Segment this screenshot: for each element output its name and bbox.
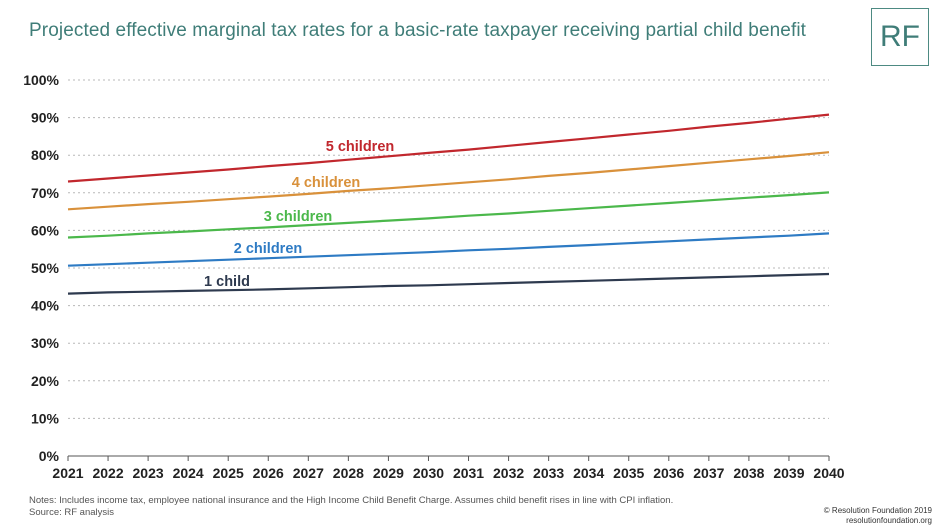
series-label: 5 children xyxy=(326,139,395,155)
y-tick-label: 80% xyxy=(31,147,60,163)
x-tick-label: 2026 xyxy=(253,465,284,481)
x-tick-label: 2034 xyxy=(573,465,604,481)
y-tick-label: 60% xyxy=(31,222,60,238)
website-line: resolutionfoundation.org xyxy=(846,516,932,525)
line-chart: 0%10%20%30%40%50%60%70%80%90%100% 2021 20… xyxy=(23,72,845,481)
x-tick-labels: 2021 2022 2023 2024 2025 2026 2027 2028 2029 2030… xyxy=(52,465,844,481)
grid-lines xyxy=(68,79,829,419)
x-tick-label: 2029 xyxy=(373,465,404,481)
y-tick-label: 30% xyxy=(31,335,60,351)
y-tick-label: 20% xyxy=(31,373,60,389)
x-tick-label: 2024 xyxy=(173,465,204,481)
series-line xyxy=(67,191,830,239)
x-tick-label: 2038 xyxy=(733,465,764,481)
series-label: 3 children xyxy=(264,209,333,225)
y-tick-label: 70% xyxy=(31,185,60,201)
series-label: 4 children xyxy=(292,175,361,191)
rf-logo: RF xyxy=(871,8,929,66)
x-tick-label: 2025 xyxy=(213,465,244,481)
x-tick-label: 2021 xyxy=(52,465,83,481)
x-tick-label: 2033 xyxy=(533,465,564,481)
x-tick-label: 2037 xyxy=(693,465,724,481)
series-label: 1 child xyxy=(204,274,250,290)
y-tick-label: 0% xyxy=(39,448,60,464)
x-tick-label: 2022 xyxy=(92,465,123,481)
copyright: © Resolution Foundation 2019 resolutionf… xyxy=(824,506,932,526)
chart-title: Projected effective marginal tax rates f… xyxy=(29,20,807,41)
y-tick-label: 100% xyxy=(23,72,59,88)
x-tick-label: 2031 xyxy=(453,465,484,481)
x-tick-label: 2028 xyxy=(333,465,364,481)
y-tick-label: 90% xyxy=(31,110,60,126)
series-line xyxy=(67,151,830,211)
y-tick-labels: 0% 10% 20% 30% 40% 50% 60% 70% 80% 90% 100% xyxy=(23,72,59,464)
series-line xyxy=(67,232,830,267)
x-tick-label: 2039 xyxy=(773,465,804,481)
series-labels: 1 child 2 children 3 children 4 children 5 c… xyxy=(204,139,394,290)
series-lines xyxy=(67,113,830,295)
x-tick-label: 2040 xyxy=(813,465,844,481)
y-tick-label: 40% xyxy=(31,298,60,314)
logo-text: RF xyxy=(880,20,920,53)
series-label: 2 children xyxy=(234,241,303,257)
series-line xyxy=(67,272,830,295)
x-tick-label: 2035 xyxy=(613,465,644,481)
x-tick-label: 2027 xyxy=(293,465,324,481)
axes xyxy=(67,455,830,461)
x-tick-label: 2030 xyxy=(413,465,444,481)
x-tick-label: 2023 xyxy=(133,465,164,481)
source-line: Source: RF analysis xyxy=(29,507,115,518)
y-tick-label: 10% xyxy=(31,410,60,426)
y-tick-label: 50% xyxy=(31,260,60,276)
copyright-line: © Resolution Foundation 2019 xyxy=(823,506,932,515)
x-tick-label: 2032 xyxy=(493,465,524,481)
chart-notes: Notes: Includes income tax, employee nat… xyxy=(29,495,673,519)
notes-line: Notes: Includes income tax, employee nat… xyxy=(29,495,674,506)
x-tick-label: 2036 xyxy=(653,465,684,481)
series-line xyxy=(67,113,830,183)
